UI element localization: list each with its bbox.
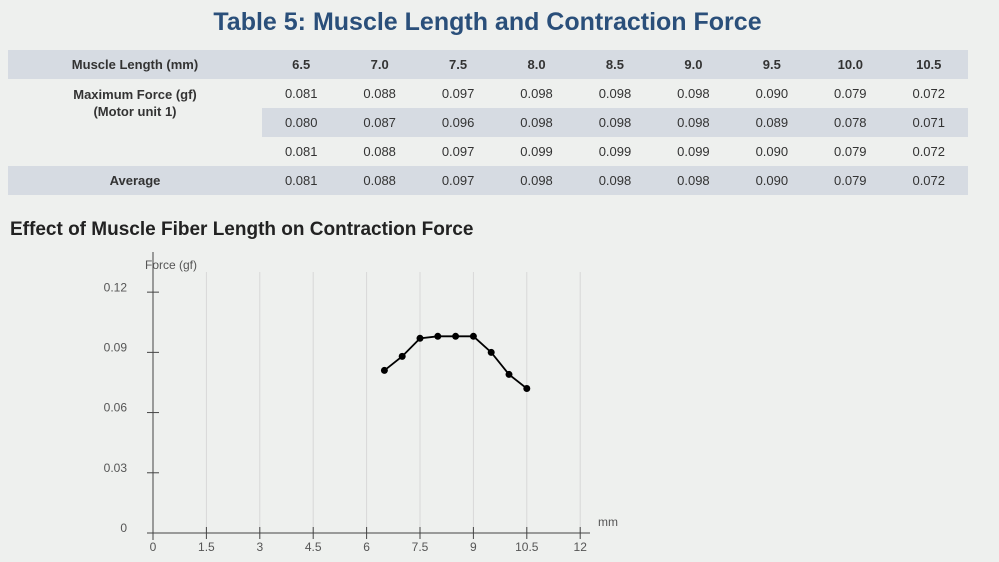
header-cell: 8.5 xyxy=(575,50,655,79)
header-cell: 7.0 xyxy=(340,50,419,79)
average-cell: 0.081 xyxy=(262,166,341,195)
value-cell: 0.081 xyxy=(284,86,318,101)
data-point xyxy=(452,332,460,340)
x-tick-label: 10.5 xyxy=(515,540,539,554)
value-cell: 0.096 xyxy=(418,108,498,137)
value-cell: 0.098 xyxy=(497,108,576,137)
value-cell: 0.079 xyxy=(834,86,867,101)
x-axis-label: mm xyxy=(598,515,618,529)
value-cell: 0.098 xyxy=(575,108,655,137)
average-row: Average 0.081 0.088 0.097 0.098 0.098 0.098 0.0… xyxy=(8,166,968,195)
value-cell: 0.099 xyxy=(677,144,710,159)
value-cell: 0.079 xyxy=(834,144,867,159)
value-cell: 0.090 xyxy=(755,144,789,159)
value-cell: 0.089 xyxy=(732,108,812,137)
data-point xyxy=(505,370,513,378)
y-tick-label: 0 xyxy=(120,521,127,535)
header-cell: 9.0 xyxy=(654,50,733,79)
trial-row: 0.081 0.088 0.097 0.099 0.099 0.099 0.090 0.079… xyxy=(8,137,968,166)
header-row: Muscle Length (mm) 6.5 7.0 7.5 8.0 8.5 9.0 9.5 1… xyxy=(8,50,968,79)
data-point xyxy=(523,384,531,392)
y-tick-label: 0.06 xyxy=(104,401,128,415)
group-label-line: (Motor unit 1) xyxy=(93,104,177,119)
value-cell: 0.090 xyxy=(755,86,789,101)
average-cell: 0.079 xyxy=(811,166,890,195)
x-tick-label: 0 xyxy=(150,540,157,554)
value-cell: 0.088 xyxy=(363,144,396,159)
x-tick-label: 7.5 xyxy=(412,540,429,554)
value-cell: 0.099 xyxy=(598,144,632,159)
value-cell: 0.098 xyxy=(520,86,553,101)
x-tick-label: 9 xyxy=(470,540,477,554)
average-cell: 0.098 xyxy=(654,166,733,195)
data-point xyxy=(469,332,477,340)
value-cell: 0.097 xyxy=(441,144,475,159)
value-cell: 0.099 xyxy=(520,144,553,159)
table-title: Table 5: Muscle Length and Contraction F… xyxy=(213,8,762,36)
value-cell: 0.071 xyxy=(889,108,968,137)
group-label: Maximum Force (gf) (Motor unit 1) xyxy=(8,79,262,166)
header-cell: Muscle Length (mm) xyxy=(8,50,262,79)
average-cell: 0.097 xyxy=(418,166,498,195)
data-point xyxy=(398,352,406,360)
value-cell: 0.072 xyxy=(912,144,946,159)
value-cell: 0.087 xyxy=(340,108,419,137)
data-point xyxy=(487,348,495,356)
value-cell: 0.097 xyxy=(441,86,475,101)
data-point xyxy=(380,366,388,374)
header-cell: 8.0 xyxy=(497,50,576,79)
y-tick-label: 0.12 xyxy=(104,280,128,294)
y-axis-label: Force (gf) xyxy=(145,258,197,272)
x-tick-label: 6 xyxy=(363,540,370,554)
chart: Effect of Muscle Fiber Length on Contrac… xyxy=(10,219,618,554)
header-cell: 9.5 xyxy=(732,50,812,79)
group-label-line: Maximum Force (gf) xyxy=(73,87,197,102)
x-tick-label: 1.5 xyxy=(198,540,215,554)
value-cell: 0.088 xyxy=(363,86,396,101)
value-cell: 0.078 xyxy=(811,108,890,137)
data-table: Muscle Length (mm) 6.5 7.0 7.5 8.0 8.5 9.0 9.5 1… xyxy=(8,50,968,195)
x-tick-label: 4.5 xyxy=(305,540,322,554)
header-cell: 10.0 xyxy=(811,50,890,79)
average-cell: 0.088 xyxy=(340,166,419,195)
chart-title: Effect of Muscle Fiber Length on Contrac… xyxy=(10,219,473,240)
trial-row: 0.080 0.087 0.096 0.098 0.098 0.098 0.089 0.078… xyxy=(8,108,968,137)
value-cell: 0.080 xyxy=(262,108,341,137)
x-tick-label: 3 xyxy=(256,540,263,554)
data-point xyxy=(416,334,424,342)
average-cell: 0.072 xyxy=(889,166,968,195)
average-label: Average xyxy=(8,166,262,195)
value-cell: 0.081 xyxy=(284,144,318,159)
trial-row: Maximum Force (gf) (Motor unit 1) 0.081 0.0… xyxy=(8,79,968,166)
y-tick-label: 0.03 xyxy=(104,461,128,475)
data-point xyxy=(434,332,442,340)
header-cell: 6.5 xyxy=(262,50,341,79)
value-cell: 0.072 xyxy=(912,86,946,101)
header-cell: 7.5 xyxy=(418,50,498,79)
data-line xyxy=(383,335,528,390)
average-cell: 0.098 xyxy=(575,166,655,195)
value-cell: 0.098 xyxy=(677,86,710,101)
value-cell: 0.098 xyxy=(598,86,632,101)
header-cell: 10.5 xyxy=(889,50,968,79)
average-cell: 0.098 xyxy=(497,166,576,195)
value-cell: 0.098 xyxy=(654,108,733,137)
x-tick-label: 12 xyxy=(574,540,588,554)
y-tick-label: 0.09 xyxy=(104,341,128,355)
average-cell: 0.090 xyxy=(732,166,812,195)
